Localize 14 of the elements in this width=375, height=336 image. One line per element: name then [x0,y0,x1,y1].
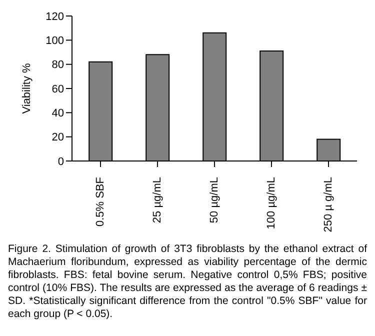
x-tick-label: 25 µg/mL [152,177,164,224]
caption: Figure 2. Stimulation of growth of 3T3 fibroblasts by the ethanol extract of Machaerium floribundum, expressed as viability percentage of the dermic fibroblasts. FBS: fetal bovine serum. Negative control 0,5% FBS; positive control (10% FBS). The results are expressed as the average of 6 readings ± SD. *Statistically significant difference from the control "0.5% SBF" value for each group (P < 0.05). [8,243,367,321]
x-tick-label: 100 µg/mL [266,177,278,230]
y-tick-label: 80 [52,59,64,72]
y-tick-label: 20 [52,132,64,144]
x-tick-label: 250 µ g/mL [322,177,334,232]
x-tick-label: 0.5% SBF [94,176,106,227]
y-tick-label: 60 [52,83,64,96]
y-tick-label: 40 [52,108,64,120]
y-tick-label: 0 [58,156,64,168]
y-axis-title: Viability % [20,63,33,114]
y-tick-label: 120 [46,10,64,23]
x-tick-label: 50 µg/mL [208,177,220,224]
y-tick-label: 100 [46,35,64,48]
